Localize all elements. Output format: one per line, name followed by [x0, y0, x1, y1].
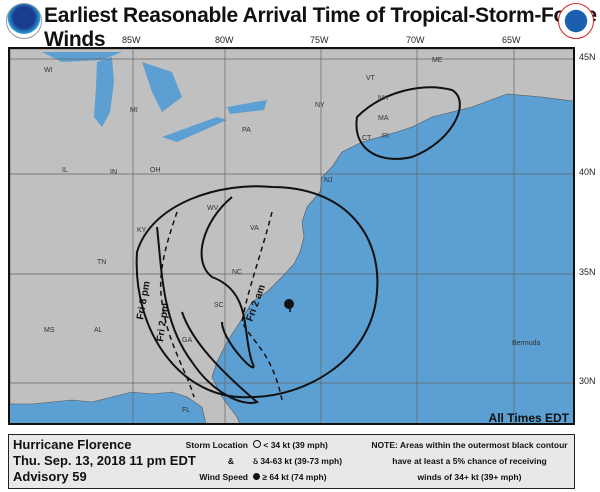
- state-label: NJ: [324, 177, 333, 184]
- note: have at least a 5% chance of receiving: [392, 456, 547, 466]
- place-label: Bermuda: [512, 340, 541, 347]
- state-label: MA: [378, 115, 389, 122]
- state-label: VT: [366, 75, 376, 82]
- note: NOTE: Areas within the outermost black c…: [371, 440, 568, 450]
- state-label: RI: [382, 133, 389, 140]
- page-title: Earliest Reasonable Arrival Time of Trop…: [44, 4, 597, 51]
- hurricane-icon: [253, 473, 260, 480]
- contour-label: Fri 2 pm: [155, 302, 171, 342]
- state-label: NY: [315, 102, 325, 109]
- storm-name: Hurricane Florence: [13, 437, 132, 452]
- key-item: < 34 kt (39 mph): [253, 440, 328, 450]
- lat-label: 45N: [579, 52, 596, 62]
- state-label: WV: [207, 205, 219, 212]
- state-label: NC: [232, 269, 242, 276]
- state-label: IN: [110, 169, 117, 176]
- legend: Hurricane Florence Thu. Sep. 13, 2018 11…: [8, 434, 575, 489]
- lon-label: 70W: [406, 35, 425, 45]
- lake-huron: [142, 62, 182, 112]
- outer-contour: [135, 185, 379, 399]
- lake-superior: [42, 52, 122, 62]
- map-svg: WI MI IL IN OH PA NY VT NH MA CT RI NJ K…: [9, 48, 581, 430]
- fri-8pm-contour: [156, 226, 259, 404]
- key-item: ≥ 64 kt (74 mph): [253, 472, 327, 482]
- key-title: Storm Location: [185, 440, 248, 450]
- state-label: VA: [250, 225, 259, 232]
- inner-contour: [200, 196, 255, 369]
- nws-logo: [558, 3, 594, 39]
- key-item-label: 34-63 kt (39-73 mph): [260, 456, 343, 466]
- lake-ontario: [227, 100, 267, 114]
- tropical-storm-icon: ઠ: [253, 456, 258, 466]
- state-label: CT: [362, 135, 372, 142]
- state-label: WI: [44, 67, 53, 74]
- advisory-number: Advisory 59: [13, 469, 87, 484]
- fri-2am-contour: [241, 211, 283, 401]
- key-title: &: [227, 456, 234, 466]
- state-label: IL: [62, 167, 68, 174]
- circle-icon: [253, 440, 261, 448]
- lon-label: 85W: [122, 35, 141, 45]
- state-label: AL: [94, 327, 103, 334]
- state-label: TN: [97, 259, 106, 266]
- key-title: Wind Speed: [199, 472, 248, 482]
- lon-label: 75W: [310, 35, 329, 45]
- key-item-label: ≥ 64 kt (74 mph): [262, 472, 327, 482]
- state-label: FL: [182, 407, 190, 414]
- key-item: ઠ 34-63 kt (39-73 mph): [253, 456, 342, 467]
- state-label: MS: [44, 327, 55, 334]
- times-note: All Times EDT: [489, 411, 570, 423]
- hurricane-icon: [284, 299, 294, 309]
- noaa-logo: [6, 3, 42, 39]
- lat-label: 30N: [579, 376, 596, 386]
- map: WI MI IL IN OH PA NY VT NH MA CT RI NJ K…: [8, 47, 581, 430]
- lake-michigan: [94, 57, 114, 127]
- ne-contour: [355, 86, 461, 160]
- grid-lines: [10, 49, 580, 429]
- state-label: PA: [242, 127, 251, 134]
- lat-label: 35N: [579, 267, 596, 277]
- state-label: NH: [378, 95, 388, 102]
- lon-label: 65W: [502, 35, 521, 45]
- state-label: GA: [182, 337, 192, 344]
- state-label: KY: [137, 227, 147, 234]
- key-item-label: < 34 kt (39 mph): [263, 440, 328, 450]
- state-label: SC: [214, 302, 224, 309]
- note: winds of 34+ kt (39+ mph): [417, 472, 522, 482]
- fri-2pm-contour: [159, 211, 195, 398]
- state-label: MI: [130, 107, 138, 114]
- advisory-date: Thu. Sep. 13, 2018 11 pm EDT: [13, 453, 196, 468]
- state-label: OH: [150, 167, 161, 174]
- lake-erie: [162, 117, 227, 142]
- lat-label: 40N: [579, 167, 596, 177]
- lon-label: 80W: [215, 35, 234, 45]
- state-label: ME: [432, 57, 443, 64]
- contours: [135, 86, 461, 404]
